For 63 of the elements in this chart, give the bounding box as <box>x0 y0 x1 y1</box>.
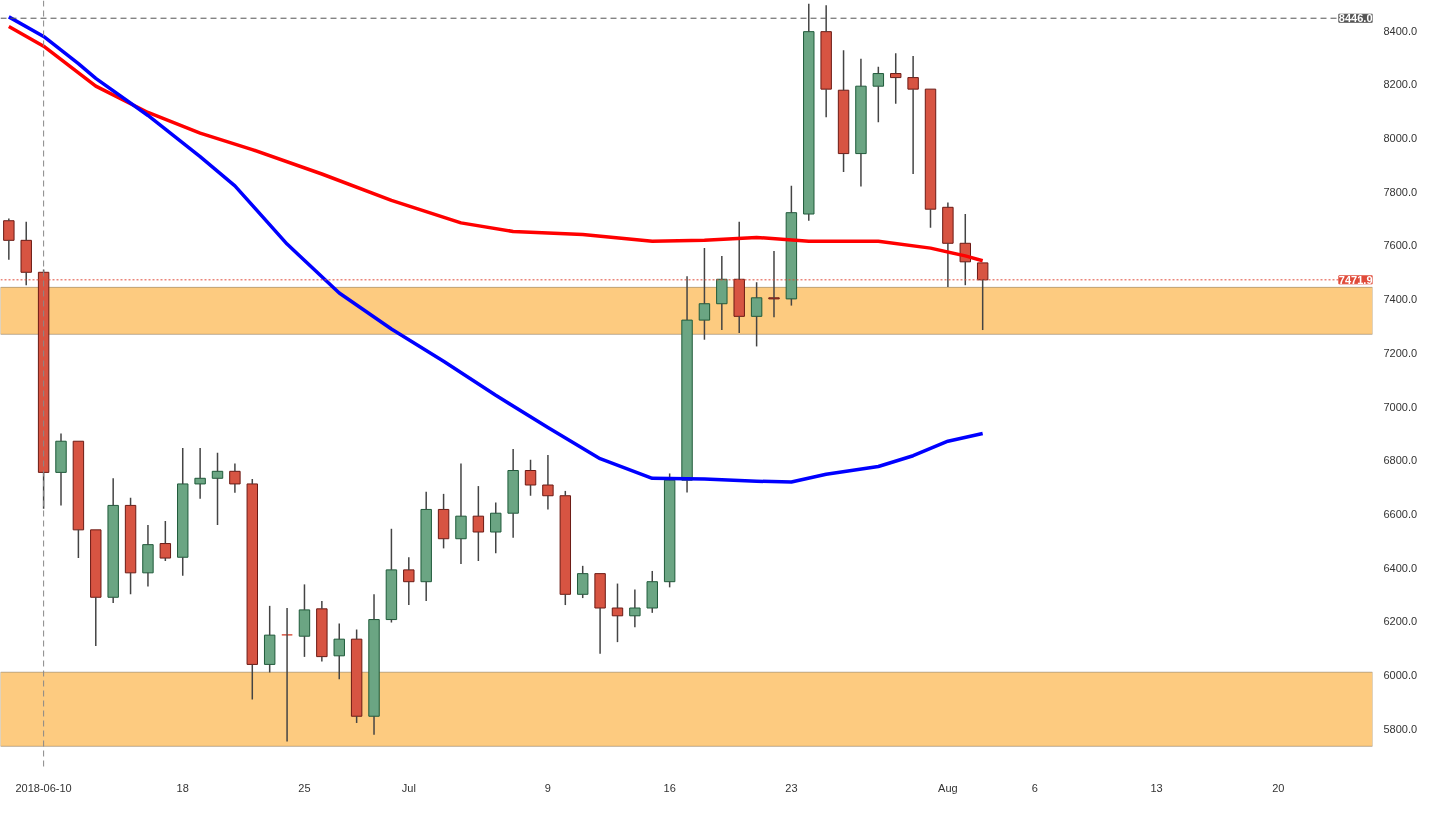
candlestick <box>211 452 224 526</box>
x-tick-label: 6 <box>1031 781 1038 794</box>
candlestick <box>229 462 241 494</box>
candlestick <box>542 454 554 511</box>
y-tick-label: 7600.0 <box>1383 239 1418 252</box>
candlestick <box>837 49 850 173</box>
y-tick-label: 7200.0 <box>1383 346 1418 359</box>
candlestick <box>177 447 189 577</box>
candlestick <box>333 622 345 680</box>
candlestick <box>368 593 380 736</box>
y-tick-label: 8000.0 <box>1383 132 1418 145</box>
candlestick <box>298 583 311 658</box>
x-tick-label: 9 <box>544 781 551 794</box>
candlestick <box>55 432 67 507</box>
x-tick-label: 18 <box>176 781 189 794</box>
candlestick <box>72 440 85 559</box>
candlestick <box>681 275 693 494</box>
ref-line-label: 8446.0 <box>1338 12 1373 25</box>
candlestick <box>803 2 815 222</box>
y-tick-label: 7800.0 <box>1383 185 1418 198</box>
candlestick <box>507 448 519 539</box>
y-tick-label: 5800.0 <box>1383 722 1418 735</box>
line-series <box>7 15 985 484</box>
candlestick <box>820 4 832 119</box>
x-tick-label: 20 <box>1272 781 1285 794</box>
y-tick-label: 6600.0 <box>1383 508 1418 521</box>
y-tick-label: 7400.0 <box>1383 293 1418 306</box>
candlestick <box>316 600 328 663</box>
y-tick-label: 7000.0 <box>1383 400 1418 413</box>
x-tick-label: 2018-06-10 <box>15 781 72 794</box>
candlestick <box>855 58 867 188</box>
candlestick <box>420 490 432 602</box>
candlestick <box>281 607 293 743</box>
x-tick-label: Aug <box>938 781 958 794</box>
candlestick <box>629 588 641 629</box>
candlestick <box>472 485 485 562</box>
candlestick <box>890 52 902 105</box>
x-tick-label: 25 <box>298 781 311 794</box>
candlestick <box>611 582 624 643</box>
candlestick <box>594 573 606 655</box>
candlestick <box>698 247 711 341</box>
y-tick-label: 6000.0 <box>1383 669 1418 682</box>
candlestick <box>455 462 467 565</box>
y-tick-label: 8400.0 <box>1383 24 1418 37</box>
y-tick-label: 6400.0 <box>1383 561 1418 574</box>
candlestick <box>924 88 937 229</box>
y-tick-label: 6800.0 <box>1383 454 1418 467</box>
y-tick-label: 8200.0 <box>1383 78 1418 91</box>
x-tick-label: 23 <box>785 781 798 794</box>
x-tick-label: 16 <box>663 781 676 794</box>
candlestick <box>490 501 502 554</box>
candlestick <box>716 255 728 331</box>
candlestick <box>107 477 119 604</box>
x-tick-label: Jul <box>401 781 416 794</box>
candlestick <box>90 529 102 647</box>
candlestick <box>907 55 919 175</box>
y-tick-label: 6200.0 <box>1383 615 1418 628</box>
candlestick <box>3 217 15 261</box>
candlestick <box>142 524 154 588</box>
x-tick-label: 13 <box>1150 781 1163 794</box>
candlestick <box>194 447 206 500</box>
candlestick <box>403 556 415 606</box>
ref-line-label: 7471.9 <box>1338 273 1373 286</box>
